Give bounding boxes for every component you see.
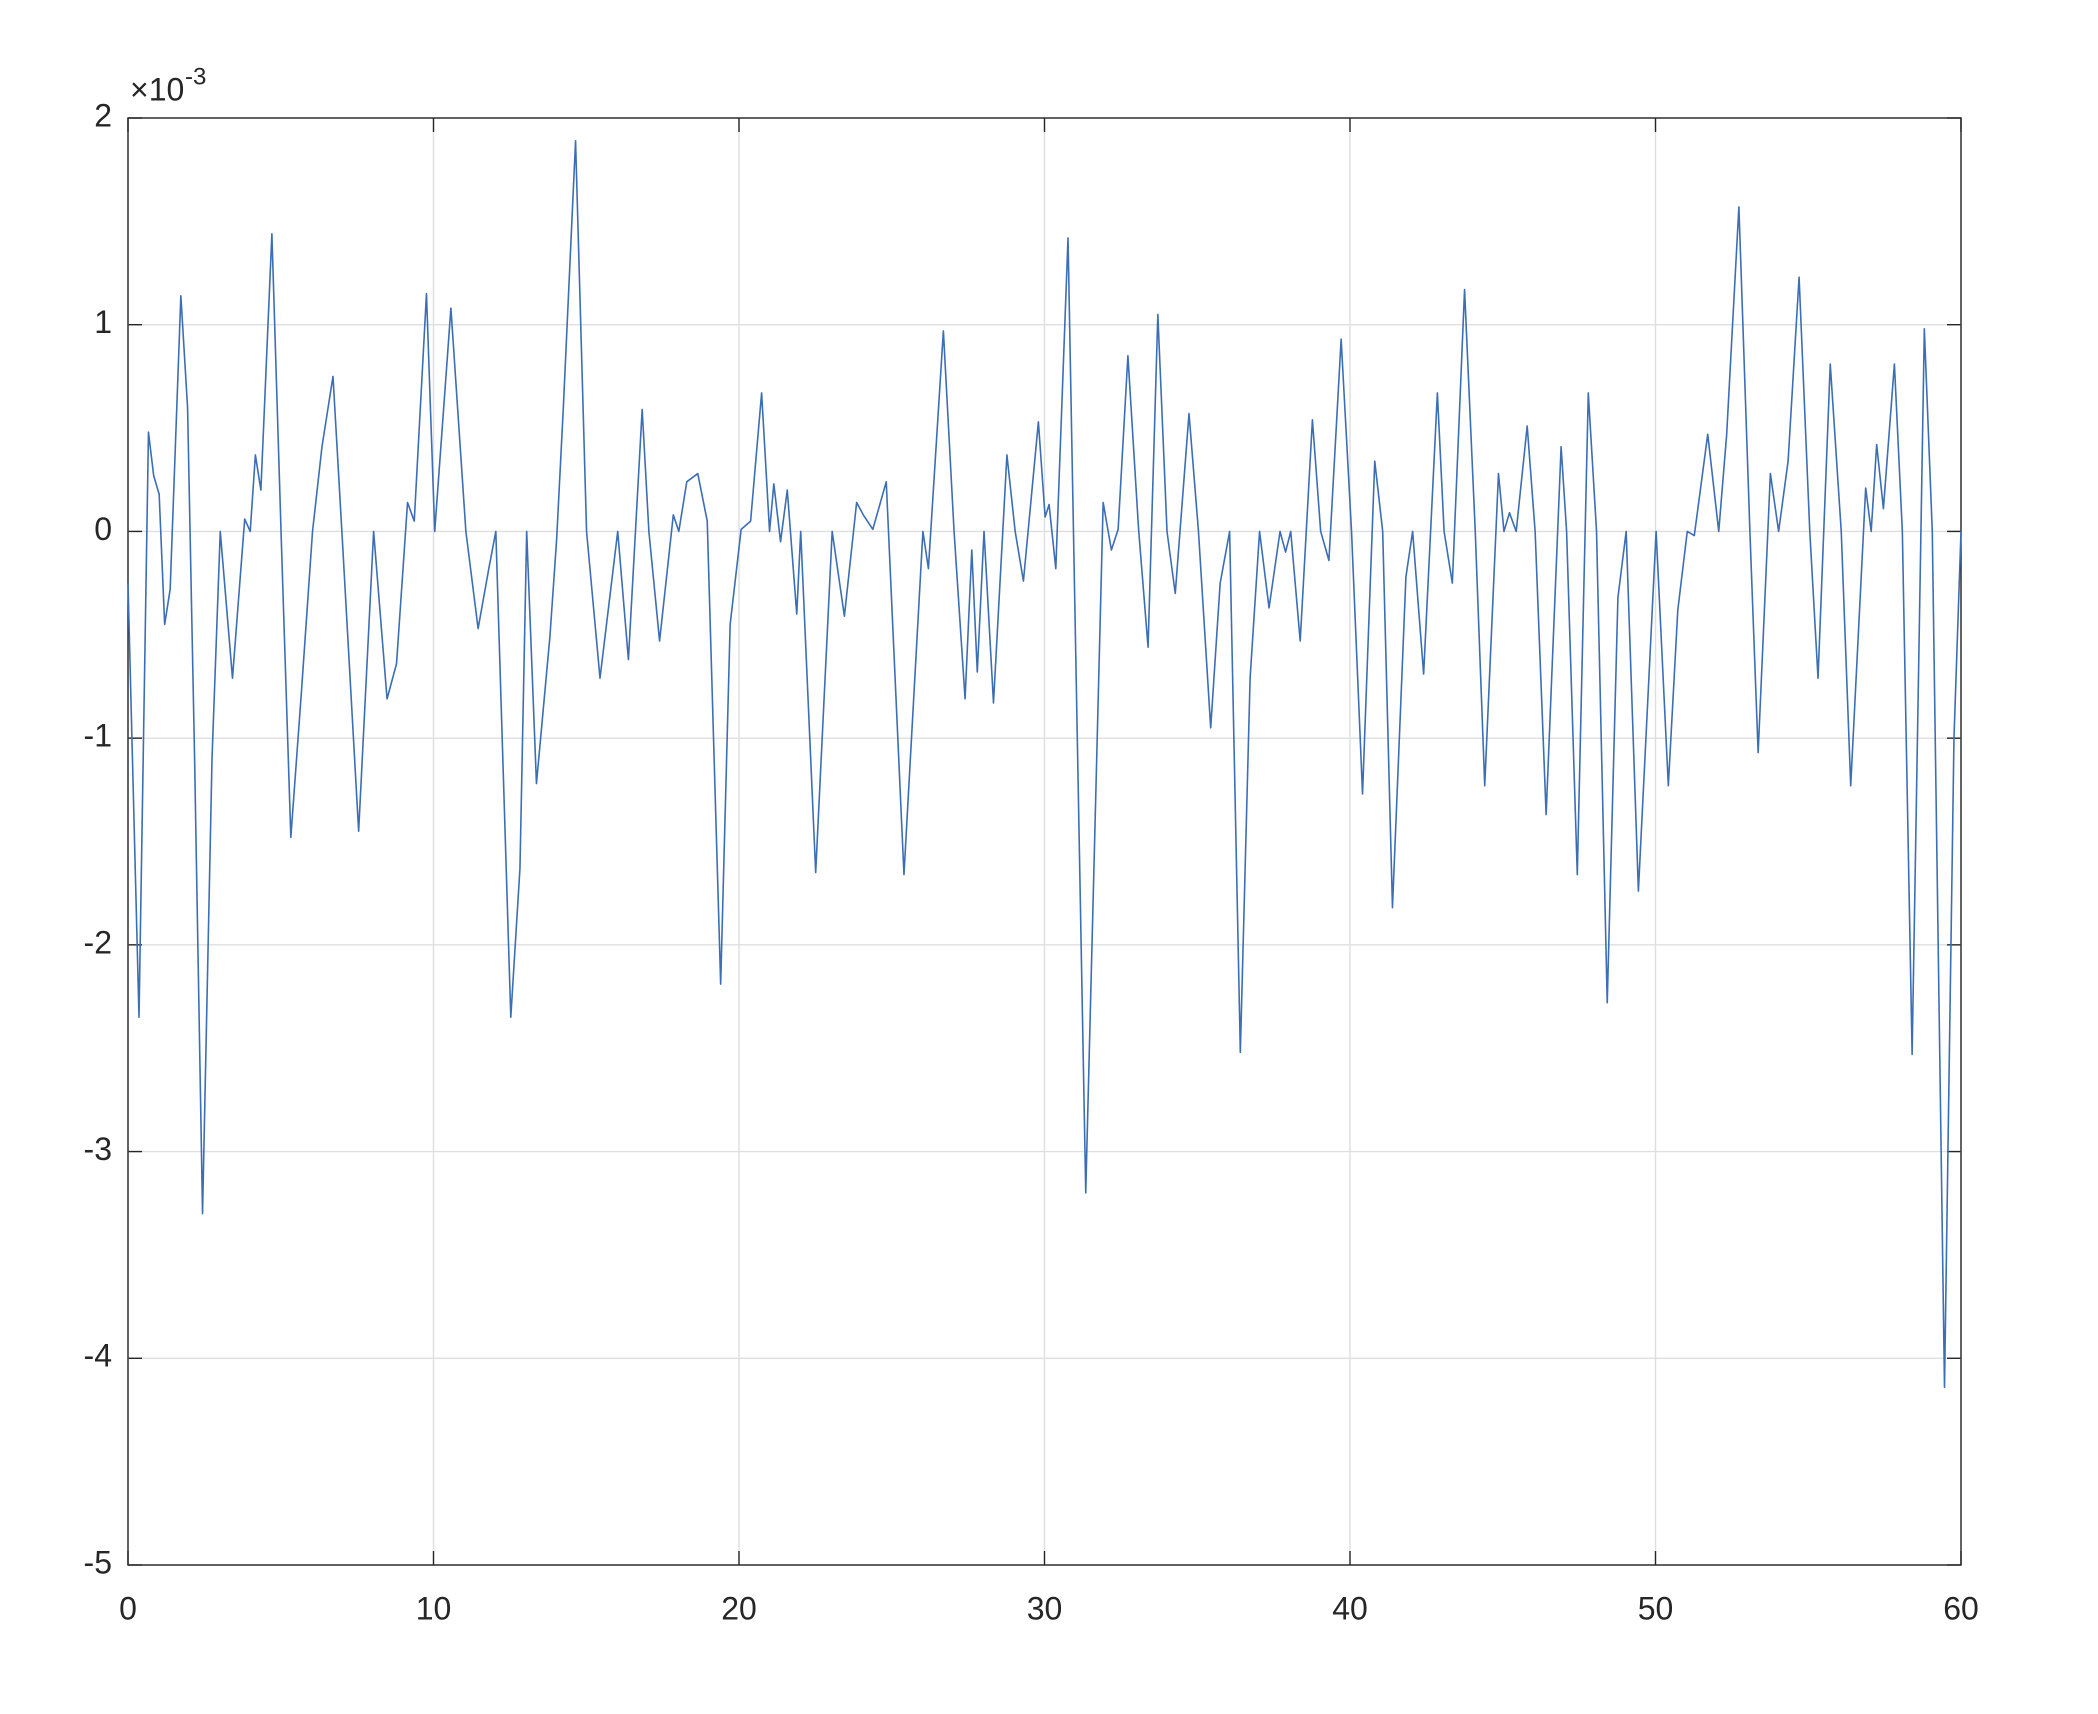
y-multiplier: ×10 xyxy=(130,71,184,107)
y-tick-label: -3 xyxy=(84,1131,112,1167)
y-tick-label: 2 xyxy=(94,97,112,133)
y-tick-label: 0 xyxy=(94,511,112,547)
y-tick-label: -2 xyxy=(84,924,112,960)
x-tick-label: 40 xyxy=(1332,1590,1368,1626)
x-tick-label: 20 xyxy=(721,1590,757,1626)
y-exponent: -3 xyxy=(185,63,206,90)
data-line xyxy=(127,139,1962,1389)
x-tick-label: 50 xyxy=(1638,1590,1674,1626)
x-tick-label: 10 xyxy=(416,1590,452,1626)
x-tick-label: 30 xyxy=(1027,1590,1063,1626)
x-tick-label: 0 xyxy=(119,1590,137,1626)
axes-box xyxy=(127,117,1962,1566)
y-tick-label: -1 xyxy=(84,718,112,754)
y-tick-label: -5 xyxy=(84,1544,112,1580)
x-tick-label: 60 xyxy=(1943,1590,1979,1626)
y-tick-label: 1 xyxy=(94,304,112,340)
y-tick-label: -4 xyxy=(84,1338,112,1374)
